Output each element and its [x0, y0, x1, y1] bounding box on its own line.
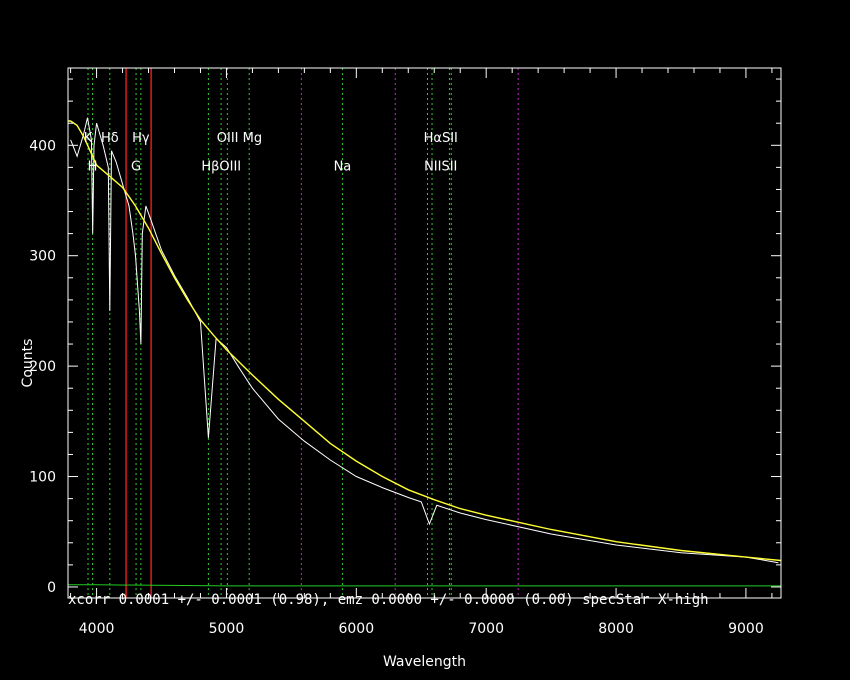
y-tick-label: 300 [29, 249, 56, 265]
y-tick-label: 200 [29, 359, 56, 375]
spectrum-series-line [70, 117, 779, 564]
axis-ticks: 4000 5000 6000 7000 8000 9000 0 100 200 300 400 [29, 68, 781, 637]
y-tick-label: 100 [29, 470, 56, 486]
fit-annotation: xcorr 0.0001 +/- 0.0001 (0.98), emz 0.00… [68, 592, 709, 608]
x-axis-label: Wavelength [383, 654, 466, 670]
spectral-line-label: G [131, 160, 141, 175]
y-tick-label: 0 [47, 580, 56, 596]
error-series-line [68, 584, 781, 587]
line-labels: K Hδ Hγ OIII Mg HαSII H G HβOIII Na NIISII [84, 131, 458, 175]
y-tick-label: 400 [29, 138, 56, 154]
spectral-line-label: NIISII [424, 160, 457, 175]
data-series [68, 117, 782, 587]
spectral-line-label: Hγ [132, 131, 150, 146]
spectral-line-label: HβOIII [201, 160, 241, 175]
x-tick-label: 4000 [79, 621, 115, 637]
spectral-line-label: Na [334, 160, 352, 175]
x-tick-label: 5000 [209, 621, 245, 637]
x-tick-label: 7000 [468, 621, 504, 637]
spectral-line-label: H [88, 160, 98, 175]
x-tick-label: 8000 [598, 621, 634, 637]
spectral-line-label: K [84, 131, 93, 146]
y-axis-label: Counts [20, 339, 36, 388]
model-series-line [68, 120, 782, 562]
axes-frame [67, 67, 782, 599]
spectral-line-label: OIII Mg [217, 131, 262, 146]
x-tick-label: 9000 [728, 621, 764, 637]
spectral-line-label: HαSII [424, 131, 458, 146]
x-tick-label: 6000 [338, 621, 374, 637]
spectral-line-markers [87, 68, 519, 598]
spectral-line-label: Hδ [101, 131, 119, 146]
